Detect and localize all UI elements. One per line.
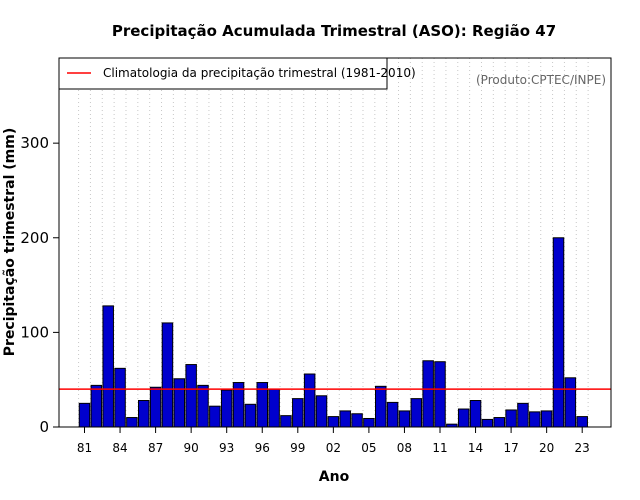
legend: Climatologia da precipitação trimestral … [58,57,416,90]
bar-1983 [102,305,114,428]
bar-2003 [339,410,351,428]
x-tick-label: 96 [255,441,270,455]
y-tick-label: 300 [20,134,49,152]
bar-2015 [481,418,494,428]
x-tick-label: 14 [468,441,483,455]
bar-2007 [386,401,399,428]
x-axis: 81 84 87 90 93 96 99 02 05 08 11 14 17 20 23 [77,427,590,455]
y-tick-label: 0 [39,418,49,436]
legend-label: Climatologia da precipitação trimestral … [103,66,416,80]
bar-2014 [469,400,482,428]
bar-1981 [78,402,91,428]
x-tick-label: 87 [148,441,163,455]
bar-1992 [209,405,221,428]
source-note: (Produto:CPTEC/INPE) [476,73,606,87]
bar-2010 [422,360,434,428]
y-tick-label: 100 [20,323,49,341]
bar-1986 [138,400,150,428]
bar-1985 [126,417,138,428]
x-tick-label: 90 [184,441,199,455]
bar-2021 [552,237,565,428]
bar-1989 [173,378,186,428]
x-axis-label: Ano [319,469,350,485]
bar-2022 [564,377,577,428]
bar-2020 [540,410,553,428]
bar-2016 [493,417,505,428]
bar-2006 [375,385,387,428]
grid-layer [78,58,589,427]
bar-1998 [280,415,292,428]
bar-1984 [114,367,126,428]
x-tick-label: 93 [219,441,234,455]
bar-2011 [434,361,446,428]
x-tick-label: 84 [112,441,127,455]
legend-box [58,57,388,90]
x-tick-label: 81 [77,441,92,455]
chart-title: Precipitação Acumulada Trimestral (ASO):… [112,22,556,40]
x-tick-label: 05 [361,441,376,455]
bar-1988 [161,322,174,428]
bar-2019 [529,411,541,428]
bar-1993 [220,389,233,428]
bar-2002 [327,416,340,428]
bar-2000 [303,373,316,428]
bar-2018 [517,402,529,428]
bars-layer [78,237,588,428]
bar-2001 [315,395,328,428]
bar-1982 [90,384,103,428]
bar-2017 [505,409,517,428]
bar-1991 [197,384,209,428]
y-axis-label: Precipitação trimestral (mm) [2,128,18,356]
bar-2023 [576,416,588,428]
x-tick-label: 20 [539,441,554,455]
bar-1995 [244,403,257,428]
x-tick-label: 02 [326,441,341,455]
plot-frame [58,57,612,428]
bar-2005 [363,417,375,428]
bar-2004 [351,413,363,428]
x-tick-label: 23 [575,441,590,455]
x-tick-label: 99 [290,441,305,455]
bar-2013 [457,408,470,428]
bar-1997 [268,388,280,428]
bar-1990 [185,364,197,428]
bar-1999 [292,398,304,428]
bar-1987 [149,386,162,428]
bar-2008 [398,410,411,428]
bar-2009 [410,398,423,428]
y-axis: 0 100 200 300 [20,134,59,436]
x-tick-label: 11 [432,441,447,455]
y-tick-label: 200 [20,229,49,247]
x-tick-label: 17 [503,441,518,455]
x-tick-label: 08 [397,441,412,455]
